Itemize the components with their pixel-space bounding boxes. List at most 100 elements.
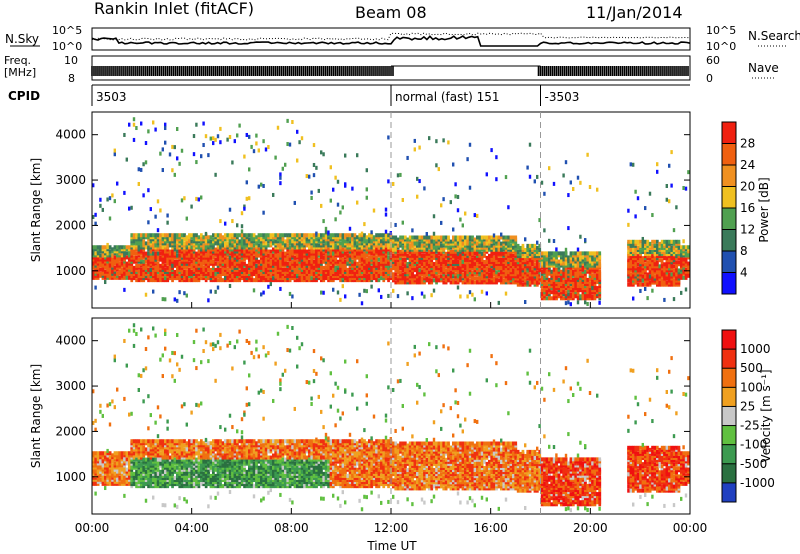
power-cell [149,207,152,212]
power-cell [632,282,635,287]
power-cell [572,288,575,293]
power-cell [488,264,491,269]
power-cell [408,251,412,256]
power-cell [279,235,282,240]
power-cell [408,278,412,283]
power-cell [303,237,306,242]
power-cell [372,253,376,258]
power-cell [392,257,395,262]
power-cell [267,272,270,277]
power-cell [588,253,592,258]
power-cell [531,260,534,265]
power-cell [557,259,561,264]
power-cell [101,259,105,264]
power-cell [574,286,578,291]
power-cell [296,233,299,238]
power-cell [317,267,321,272]
power-cell [574,292,578,297]
power-cell [404,251,407,256]
power-cell [461,245,465,250]
power-cell [576,290,580,295]
power-cell [334,261,338,266]
power-cell [538,266,542,271]
power-cell [128,265,131,270]
power-cell [132,274,136,279]
power-cell [459,217,462,222]
power-cell [540,275,544,280]
power-cell [574,265,578,270]
power-cell [156,265,160,270]
power-cell [156,241,160,246]
power-cell [377,278,381,283]
power-cell [516,245,520,250]
power-cell [648,241,652,246]
power-cell [550,273,554,278]
power-cell [173,261,177,266]
power-cell [195,257,198,262]
power-cell [598,296,602,301]
power-cell [144,241,148,246]
power-cell [504,253,508,258]
power-cell [279,239,282,244]
power-cell [228,255,232,260]
power-cell [329,276,333,281]
power-cell [300,253,304,258]
power-cell [411,296,414,301]
power-cell [293,265,297,270]
power-cell [327,265,330,270]
power-cell [116,271,119,276]
power-cell [336,267,340,272]
power-cell [142,243,146,248]
power-cell [288,274,292,279]
power-cell [219,253,222,258]
power-cell [468,241,472,246]
power-cell [161,297,164,302]
power-cell [365,278,369,283]
power-cell [648,254,652,259]
power-cell [149,257,153,262]
power-cell [432,214,436,219]
power-cell [543,275,546,280]
power-cell [228,235,232,240]
power-cell [646,280,650,285]
power-cell [476,249,479,254]
power-cell [456,262,460,267]
power-cell [255,257,258,262]
power-cell [504,241,508,246]
power-cell [593,290,597,295]
power-cell [233,239,237,244]
power-cell [399,274,402,279]
power-cell [252,288,256,293]
power-cell [154,272,158,277]
power-cell [490,239,494,244]
power-cell [104,245,107,250]
power-cell [418,249,422,254]
power-cell [464,247,467,252]
power-cell [298,239,302,244]
power-cell [596,261,599,266]
power-cell [226,137,229,142]
power-cell [262,247,266,252]
power-cell [240,235,244,240]
power-cell [212,141,215,146]
power-cell [248,255,251,260]
power-cell [183,276,186,281]
power-cell [180,253,184,258]
power-cell [396,276,400,281]
power-cell [269,265,273,270]
power-cell [279,278,282,283]
power-cell [149,235,153,240]
power-cell [389,249,393,254]
power-cell [118,261,122,266]
power-cell [180,263,184,268]
power-cell [140,261,143,266]
power-cell [132,233,136,238]
power-cell [308,253,311,258]
power-cell [375,251,378,256]
power-cell [231,267,234,272]
power-cell [593,267,597,272]
power-cell [269,243,273,248]
power-cell [454,247,458,252]
power-cell [627,252,630,257]
